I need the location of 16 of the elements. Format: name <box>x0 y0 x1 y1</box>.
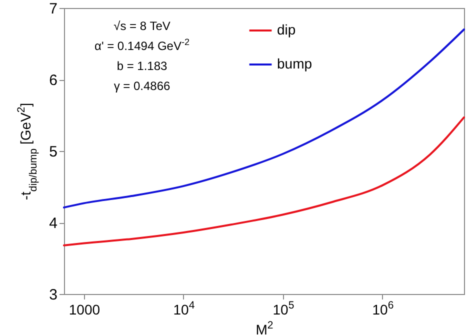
x-tick-label: 10$^{6}$ <box>372 300 394 318</box>
x-tick-label: 1000 <box>68 302 100 318</box>
x-tick-label: 10$^{5}$ <box>272 300 294 318</box>
y-tick-label: 6 <box>49 72 58 89</box>
x-tick-label: 10$^{4}$ <box>173 300 195 318</box>
y-tick-label: 4 <box>49 215 58 232</box>
annotation: b = 1.183 <box>116 59 168 73</box>
y-tick-label: 3 <box>49 286 58 304</box>
annotation: γ = 0.4866 <box>114 79 171 93</box>
annotation: √s = 8 TeV <box>114 19 170 33</box>
y-tick-label: 7 <box>49 0 58 18</box>
annotation: α' = 0.1494 GeV$^{-2}$ <box>94 37 190 53</box>
legend-label: dip <box>277 22 296 38</box>
legend-label: bump <box>277 56 312 72</box>
x-axis-title: M$^{2}$ <box>256 320 274 336</box>
y-tick-label: 5 <box>49 144 58 160</box>
